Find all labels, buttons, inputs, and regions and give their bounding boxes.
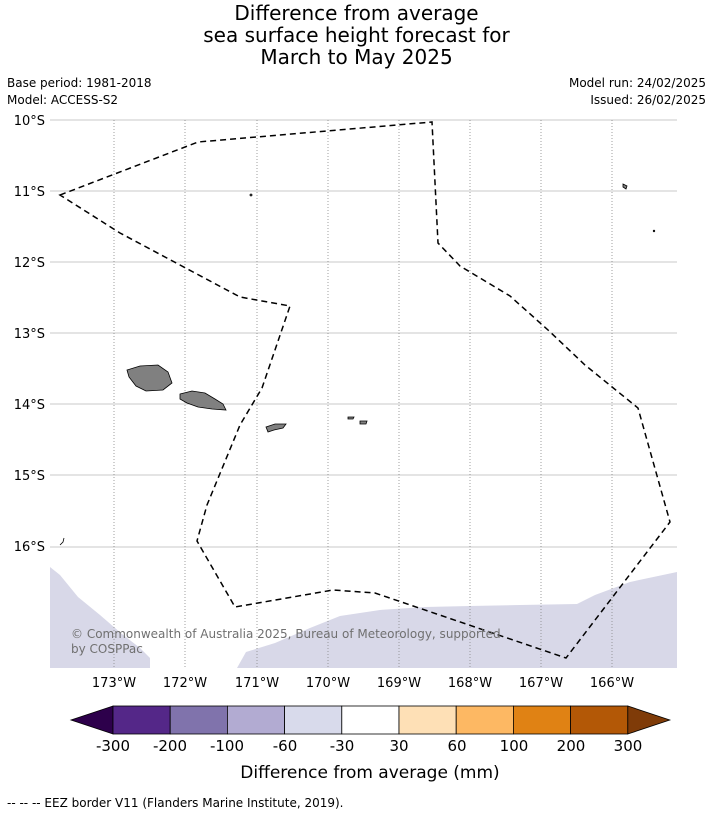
colorbar-label: Difference from average (mm) <box>240 763 499 783</box>
latitude-labels: 10°S 11°S 12°S 13°S 14°S 15°S 16°S <box>14 114 45 555</box>
model-run-label: Model run: 24/02/2025 <box>568 76 706 90</box>
lat-label: 12°S <box>14 256 45 271</box>
lon-label: 166°W <box>590 676 634 691</box>
colorbar-tick: -60 <box>273 737 298 755</box>
title-line-3: March to May 2025 <box>260 45 453 69</box>
eez-border <box>58 121 671 659</box>
colorbar-tick: 200 <box>557 737 586 755</box>
anomaly-band-west <box>50 567 150 668</box>
base-period-label: Base period: 1981-2018 <box>7 76 152 90</box>
colorbar-bin <box>570 705 629 735</box>
colorbar-bin <box>513 705 572 735</box>
island-tutuila <box>265 423 287 433</box>
island-swains <box>622 183 628 190</box>
lat-label: 14°S <box>14 398 45 413</box>
colorbar-bin <box>226 705 285 735</box>
lon-label: 170°W <box>306 676 350 691</box>
colorbar-tick: 100 <box>500 737 529 755</box>
lon-label: 173°W <box>92 676 136 691</box>
lat-label: 11°S <box>14 185 45 200</box>
colorbar-tick: 300 <box>614 737 643 755</box>
colorbar-tick: 60 <box>447 737 466 755</box>
copyright-line-1: © Commonwealth of Australia 2025, Bureau… <box>71 627 501 641</box>
colorbar-bin <box>169 705 228 735</box>
colorbar-tick-labels: -300 -200 -100 -60 -30 30 60 100 200 300 <box>96 737 642 755</box>
colorbar-tick: -30 <box>330 737 355 755</box>
colorbar-bin <box>341 705 400 735</box>
colorbar-bin <box>112 705 171 735</box>
anomaly-band-east <box>237 572 677 668</box>
copyright-line-2: by COSPPac <box>71 642 143 656</box>
islet-west <box>59 537 65 546</box>
anomaly-shading <box>50 567 677 668</box>
islet-east <box>652 229 656 233</box>
graticule <box>50 119 677 668</box>
lat-label: 16°S <box>14 540 45 555</box>
lat-label: 10°S <box>14 114 45 129</box>
land-masses <box>59 183 656 546</box>
lon-label: 172°W <box>163 676 207 691</box>
islet-rose <box>249 193 253 197</box>
lon-label: 171°W <box>235 676 279 691</box>
lon-label: 168°W <box>448 676 492 691</box>
longitude-labels: 173°W 172°W 171°W 170°W 169°W 168°W 167°… <box>92 676 634 691</box>
colorbar-bin <box>398 705 457 735</box>
lon-label: 169°W <box>377 676 421 691</box>
map-figure: 10°S 11°S 12°S 13°S 14°S 15°S 16°S 173°W… <box>14 114 677 783</box>
island-tau <box>359 420 368 425</box>
lat-label: 13°S <box>14 327 45 342</box>
colorbar-bin <box>284 705 343 735</box>
colorbar <box>69 705 672 735</box>
colorbar-tick: 30 <box>389 737 408 755</box>
colorbar-bin <box>455 705 514 735</box>
island-ofu <box>347 416 355 420</box>
island-upolu <box>179 390 227 411</box>
colorbar-tick: -100 <box>210 737 244 755</box>
title-line-1: Difference from average <box>234 1 479 25</box>
eez-footnote: -- -- -- EEZ border V11 (Flanders Marine… <box>7 796 344 810</box>
colorbar-tick: -300 <box>96 737 130 755</box>
island-savaii <box>126 364 173 392</box>
colorbar-extend-high <box>627 705 672 735</box>
title-line-2: sea surface height forecast for <box>203 23 510 47</box>
colorbar-extend-low <box>69 705 114 735</box>
model-label: Model: ACCESS-S2 <box>7 93 119 107</box>
colorbar-tick: -200 <box>153 737 187 755</box>
lon-label: 167°W <box>519 676 563 691</box>
issued-label: Issued: 26/02/2025 <box>590 93 706 107</box>
lat-label: 15°S <box>14 469 45 484</box>
